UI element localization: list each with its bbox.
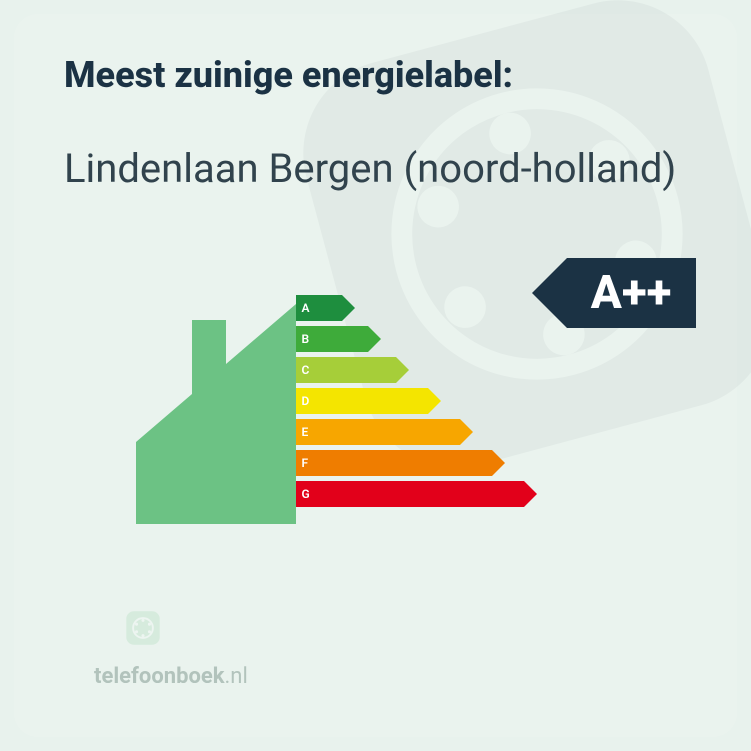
energy-bar-label: A [302, 301, 310, 315]
energy-bar-a: A [296, 295, 342, 321]
energy-bar-label: B [302, 332, 310, 346]
footer-brand: telefoonboek.nl [94, 664, 248, 689]
energy-bar-row: A [296, 295, 524, 321]
energy-bar-label: D [302, 394, 310, 408]
energy-bar-row: E [296, 419, 524, 445]
brand-logo-icon [124, 609, 164, 649]
energy-bar-label: C [302, 363, 310, 377]
energy-bar-b: B [296, 326, 368, 352]
energy-bar-label: G [302, 487, 310, 501]
card-title: Meest zuinige energielabel: [64, 54, 687, 96]
rating-badge: A++ [567, 258, 696, 328]
energy-bars: A B C D E F G [296, 295, 524, 512]
energy-bar-label: F [302, 456, 309, 470]
energy-bar-row: D [296, 388, 524, 414]
footer-tld: .nl [225, 664, 248, 689]
house-icon [96, 284, 296, 524]
energy-bar-e: E [296, 419, 460, 445]
location-text: Lindenlaan Bergen (noord-holland) [64, 144, 687, 194]
energy-card: Meest zuinige energielabel: Lindenlaan B… [14, 14, 737, 737]
energy-bar-row: B [296, 326, 524, 352]
energy-bar-d: D [296, 388, 428, 414]
energy-bar-g: G [296, 481, 524, 507]
energy-label-graphic: ABCDEFG A++ [96, 264, 656, 524]
energy-bar-f: F [296, 450, 492, 476]
rating-value: A++ [591, 266, 672, 320]
footer-brand-name: telefoonboek [94, 664, 225, 689]
energy-bar-row: G [296, 481, 524, 507]
energy-bar-row: F [296, 450, 524, 476]
energy-bar-c: C [296, 357, 396, 383]
footer-text: telefoonboek.nl [94, 664, 248, 689]
energy-bar-row: C [296, 357, 524, 383]
energy-bar-label: E [302, 425, 309, 439]
